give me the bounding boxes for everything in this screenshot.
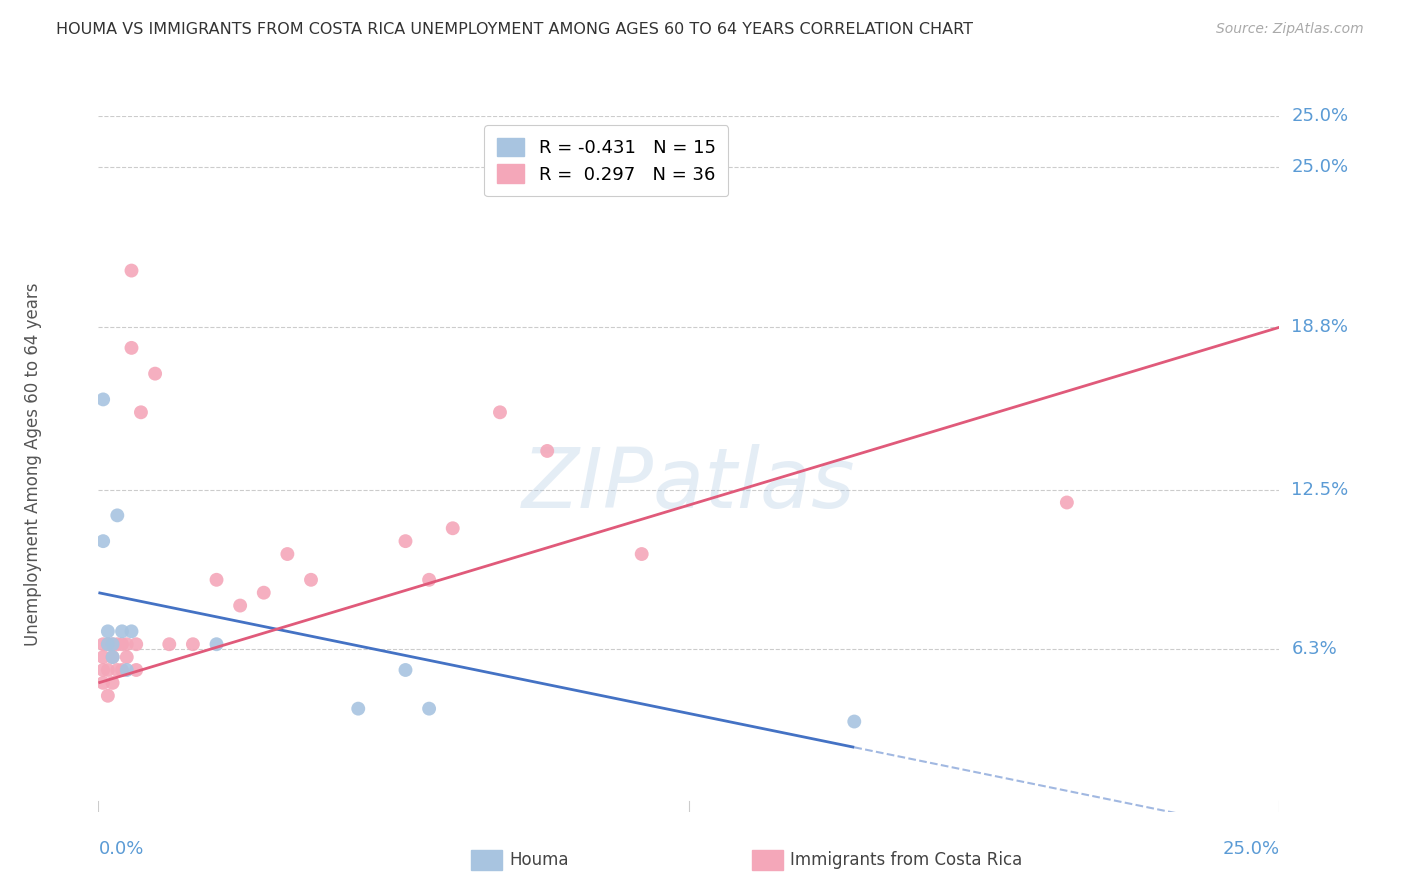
Point — [536, 444, 558, 458]
Point — [97, 637, 120, 651]
Point — [97, 624, 120, 639]
Text: 25.0%: 25.0% — [1222, 839, 1279, 857]
Text: Houma: Houma — [509, 851, 568, 869]
Text: 0.0%: 0.0% — [98, 839, 143, 857]
Point — [394, 534, 416, 549]
Point — [111, 637, 134, 651]
Point — [101, 650, 124, 665]
Point — [101, 650, 124, 665]
Text: 18.8%: 18.8% — [1291, 318, 1348, 336]
Point — [91, 650, 114, 665]
Point — [129, 405, 152, 419]
Text: 25.0%: 25.0% — [1291, 159, 1348, 177]
Point — [418, 701, 440, 715]
Legend: R = -0.431   N = 15, R =  0.297   N = 36: R = -0.431 N = 15, R = 0.297 N = 36 — [484, 125, 728, 196]
Point — [844, 714, 866, 729]
Point — [205, 637, 228, 651]
Point — [441, 521, 464, 535]
Point — [105, 637, 128, 651]
Point — [91, 663, 114, 677]
Point — [111, 663, 134, 677]
Point — [115, 637, 138, 651]
Point — [121, 624, 143, 639]
Point — [105, 508, 128, 523]
Point — [91, 392, 114, 407]
Point — [394, 663, 416, 677]
Point — [97, 689, 120, 703]
Point — [143, 367, 166, 381]
Point — [111, 624, 134, 639]
Point — [101, 637, 124, 651]
Point — [97, 663, 120, 677]
Point — [253, 585, 276, 599]
Text: 6.3%: 6.3% — [1291, 640, 1337, 658]
Point — [630, 547, 652, 561]
Point — [101, 637, 124, 651]
Point — [181, 637, 204, 651]
Point — [105, 663, 128, 677]
Point — [121, 341, 143, 355]
Point — [121, 263, 143, 277]
Point — [115, 650, 138, 665]
Point — [115, 663, 138, 677]
Point — [299, 573, 322, 587]
Point — [125, 663, 148, 677]
Point — [125, 637, 148, 651]
Point — [276, 547, 298, 561]
Point — [157, 637, 180, 651]
Point — [229, 599, 252, 613]
Point — [97, 637, 120, 651]
Point — [418, 573, 440, 587]
Text: ZIPatlas: ZIPatlas — [522, 444, 856, 525]
Point — [101, 676, 124, 690]
Point — [91, 637, 114, 651]
Text: 12.5%: 12.5% — [1291, 481, 1348, 499]
Text: HOUMA VS IMMIGRANTS FROM COSTA RICA UNEMPLOYMENT AMONG AGES 60 TO 64 YEARS CORRE: HOUMA VS IMMIGRANTS FROM COSTA RICA UNEM… — [56, 22, 973, 37]
Text: 25.0%: 25.0% — [1291, 107, 1348, 125]
Text: Immigrants from Costa Rica: Immigrants from Costa Rica — [790, 851, 1022, 869]
Text: Source: ZipAtlas.com: Source: ZipAtlas.com — [1216, 22, 1364, 37]
Point — [91, 534, 114, 549]
Point — [489, 405, 512, 419]
Point — [1056, 495, 1078, 509]
Point — [205, 573, 228, 587]
Text: Unemployment Among Ages 60 to 64 years: Unemployment Among Ages 60 to 64 years — [24, 282, 42, 646]
Point — [91, 676, 114, 690]
Point — [347, 701, 370, 715]
